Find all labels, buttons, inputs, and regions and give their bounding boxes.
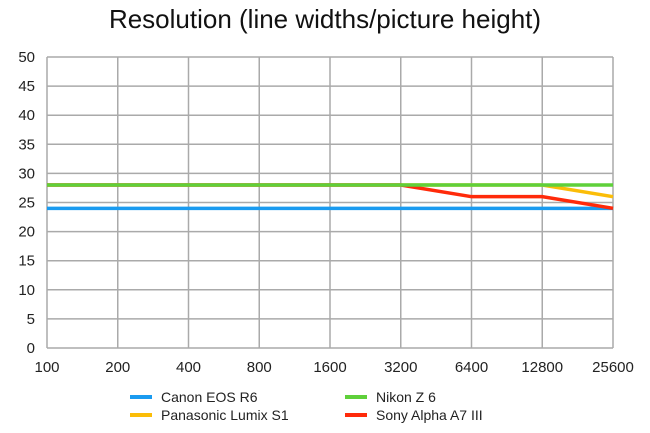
x-tick-label: 12800: [521, 359, 563, 376]
y-tick-label: 20: [18, 224, 35, 241]
legend-swatch: [345, 395, 367, 399]
y-tick-label: 30: [18, 165, 35, 182]
y-tick-label: 5: [27, 311, 35, 328]
x-tick-label: 3200: [384, 359, 417, 376]
x-tick-label: 6400: [455, 359, 488, 376]
legend-item-canon: Canon EOS R6: [130, 389, 258, 405]
x-tick-label: 25600: [592, 359, 634, 376]
y-tick-label: 45: [18, 78, 35, 95]
x-tick-label: 100: [34, 359, 59, 376]
legend-swatch: [130, 413, 152, 417]
y-tick-label: 0: [27, 340, 35, 357]
legend-label: Canon EOS R6: [161, 389, 258, 405]
legend-item-sony: Sony Alpha A7 III: [345, 407, 483, 423]
x-tick-label: 400: [176, 359, 201, 376]
x-tick-label: 1600: [313, 359, 346, 376]
x-tick-label: 200: [105, 359, 130, 376]
y-tick-label: 35: [18, 136, 35, 153]
x-tick-label: 800: [247, 359, 272, 376]
y-tick-label: 10: [18, 282, 35, 299]
legend-item-nikon: Nikon Z 6: [345, 389, 436, 405]
legend-swatch: [345, 413, 367, 417]
y-tick-label: 50: [18, 49, 35, 66]
legend-label: Panasonic Lumix S1: [161, 407, 289, 423]
chart-title: Resolution (line widths/picture height): [108, 4, 542, 34]
legend-label: Nikon Z 6: [376, 389, 436, 405]
y-tick-label: 15: [18, 253, 35, 270]
y-tick-label: 40: [18, 107, 35, 124]
legend-swatch: [130, 395, 152, 399]
legend-label: Sony Alpha A7 III: [376, 407, 483, 423]
legend-item-panasonic: Panasonic Lumix S1: [130, 407, 289, 423]
y-tick-label: 25: [18, 195, 35, 212]
